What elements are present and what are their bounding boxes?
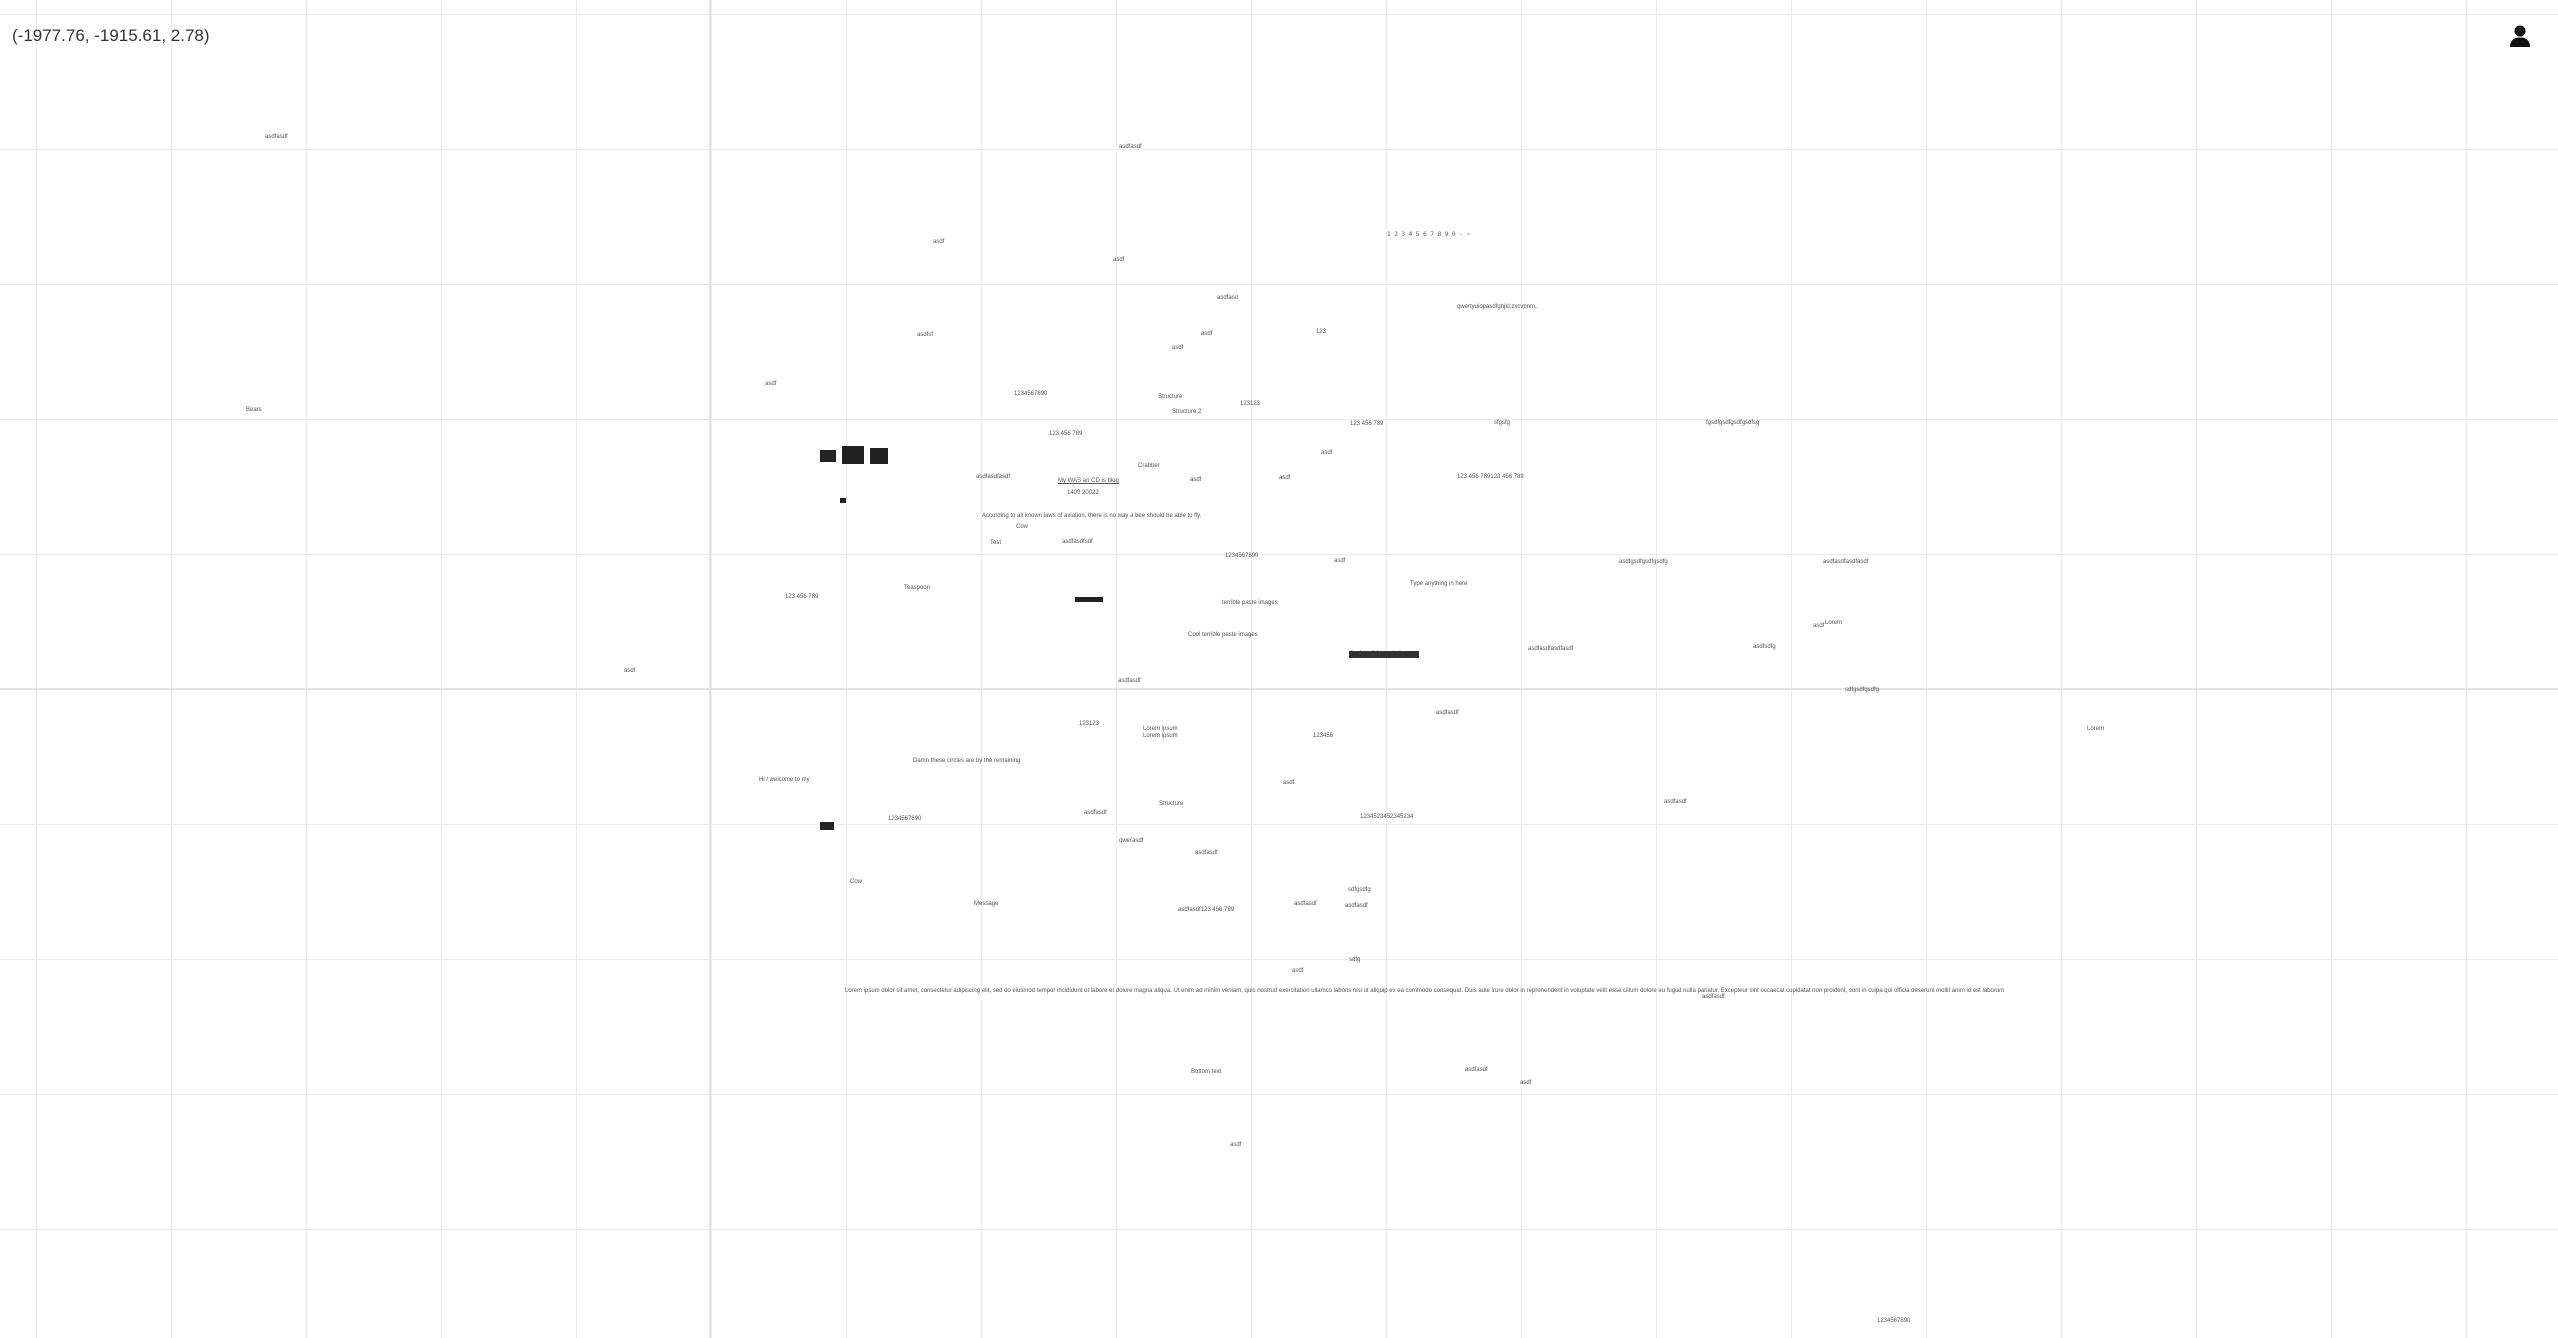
canvas-note[interactable]: asdf	[1813, 623, 1825, 629]
canvas-note[interactable]: asdf	[624, 668, 636, 674]
vertical-axis-line	[709, 0, 711, 1338]
canvas-note[interactable]: Cool terrible paste images	[1188, 632, 1258, 638]
canvas-note[interactable]: Message	[974, 901, 999, 907]
canvas-note[interactable]: asdfasdf	[1195, 850, 1218, 856]
canvas-note[interactable]: asdfasdf	[1084, 810, 1107, 816]
canvas-note[interactable]: asdf	[1113, 257, 1125, 263]
canvas-note[interactable]: 123 456 789123 456 789	[1457, 474, 1524, 480]
canvas-note[interactable]: asdf	[1190, 477, 1202, 483]
canvas-note[interactable]: asdfasdf	[1119, 144, 1142, 150]
canvas-note[interactable]: Hi / welcome to my	[759, 777, 810, 783]
canvas-note[interactable]: asdf	[1230, 1142, 1242, 1148]
canvas-note[interactable]: Lorem	[2087, 726, 2105, 732]
canvas-note[interactable]: asdfasd	[1217, 295, 1239, 301]
canvas-note[interactable]: Bears	[246, 407, 262, 413]
canvas-note[interactable]: 1234567890	[1225, 553, 1259, 559]
canvas-note[interactable]: qwertyuiopasdfghjkl;zxcvbnm,.	[1457, 304, 1539, 310]
pasted-image[interactable]	[842, 446, 864, 464]
user-icon[interactable]	[2506, 22, 2534, 50]
canvas-note[interactable]: 123123	[1079, 721, 1100, 727]
canvas-note[interactable]: Damn these circles are by the remaining	[913, 758, 1021, 764]
canvas-note[interactable]: Cow	[850, 879, 863, 885]
canvas-note[interactable]: Lorem ipsum	[1143, 726, 1178, 732]
canvas-note[interactable]: asdfasdf	[1702, 994, 1725, 1000]
canvas-note[interactable]: Teaspoon	[904, 585, 931, 591]
pasted-image[interactable]	[1075, 597, 1103, 602]
canvas-note[interactable]: asdfasdfasdf	[976, 474, 1011, 480]
canvas-note[interactable]: asdf	[1292, 968, 1304, 974]
canvas-note[interactable]: qwerasdf	[1119, 838, 1144, 844]
canvas-note[interactable]: Cool terrible paste images	[1349, 651, 1419, 658]
horizontal-axis-line	[0, 688, 2558, 690]
canvas-note[interactable]: 123 456 789	[785, 594, 819, 600]
canvas-note[interactable]: asdfasdfasdfasdf	[1823, 559, 1869, 565]
canvas-note[interactable]: Structure	[1159, 801, 1184, 807]
canvas-note[interactable]: Bottom text	[1191, 1069, 1222, 1075]
canvas-note[interactable]: According to all known laws of aviation,…	[982, 513, 1202, 519]
pasted-image[interactable]	[820, 822, 834, 830]
canvas-note[interactable]: asdf	[933, 239, 945, 245]
canvas-note[interactable]: asdfasdf	[1345, 903, 1368, 909]
canvas-note[interactable]: asdfasdf	[1664, 799, 1687, 805]
canvas-note[interactable]: asdfasdf	[265, 134, 288, 140]
canvas-note[interactable]: asdfasdf	[1118, 678, 1141, 684]
canvas-note[interactable]: Structure	[1158, 394, 1183, 400]
canvas-note[interactable]: asdf	[1283, 780, 1295, 786]
canvas-note[interactable]: 123 456 789	[1350, 421, 1384, 427]
pasted-image[interactable]	[840, 498, 846, 503]
canvas-note[interactable]: asdfgsdfgsdfgsdfg	[1619, 559, 1668, 565]
canvas-note[interactable]: Lorem ipsum dolor sit amet, consectetur …	[845, 988, 2005, 994]
canvas-note[interactable]: 1234567890	[1014, 391, 1048, 397]
canvas-note[interactable]: Structure 2	[1172, 409, 1202, 415]
canvas-note[interactable]: sdfgsdfgsdfg	[1845, 687, 1880, 693]
canvas-note[interactable]: Lorem	[1825, 620, 1843, 626]
canvas-note[interactable]: asdfsf	[917, 332, 934, 338]
canvas-note[interactable]: 1234523452345234	[1360, 814, 1414, 820]
coordinate-readout: (-1977.76, -1915.61, 2.78)	[12, 26, 210, 45]
pasted-image[interactable]	[870, 448, 888, 464]
canvas-note[interactable]: Test	[990, 540, 1002, 546]
canvas-note[interactable]: asdf	[1279, 475, 1291, 481]
canvas-note[interactable]: Crabber	[1138, 463, 1160, 469]
canvas-note[interactable]: 1234567890	[888, 816, 922, 822]
canvas-note[interactable]: asdfasdf	[1465, 1067, 1488, 1073]
canvas-note[interactable]: 123	[1316, 329, 1327, 335]
canvas-note[interactable]: asdf	[765, 381, 777, 387]
canvas-note[interactable]: asdfasdf	[1294, 901, 1317, 907]
canvas-note[interactable]: fgsdfgsdfgsdfgsdfsg	[1706, 420, 1760, 426]
canvas-note[interactable]: asdfasdf	[1436, 710, 1459, 716]
canvas-note[interactable]: 1 2 3 4 5 6 7 8 9 0 - ~	[1387, 231, 1471, 238]
canvas-note[interactable]: asdf	[1334, 558, 1346, 564]
canvas-note[interactable]: asdf	[1201, 331, 1213, 337]
canvas-note[interactable]: Cow	[1016, 524, 1029, 530]
canvas-note[interactable]: Lorem ipsum	[1143, 733, 1178, 739]
canvas-note[interactable]: asdfasdf123 456 789	[1178, 907, 1235, 913]
canvas-note[interactable]: 1400 20022	[1067, 490, 1099, 496]
canvas-note[interactable]: asdfasdfasdfasdf	[1528, 646, 1574, 652]
canvas-note[interactable]: terrible paste images	[1222, 600, 1278, 606]
canvas-note[interactable]: asdf	[1321, 450, 1333, 456]
canvas-note[interactable]: 123456	[1313, 733, 1334, 739]
canvas-note[interactable]: My WAS an CD is blog	[1058, 478, 1119, 484]
canvas-note[interactable]: asdf	[1520, 1080, 1532, 1086]
canvas-note[interactable]: sdfgsdfg	[1348, 887, 1371, 893]
canvas-note[interactable]: sdfg	[1349, 957, 1361, 963]
canvas-note[interactable]: Type anything in here	[1410, 581, 1468, 587]
canvas-note[interactable]: asdfsdfg	[1753, 644, 1776, 650]
canvas-note[interactable]: asdfasdfsdf	[1062, 539, 1093, 545]
canvas-note[interactable]: 123 456 789	[1049, 431, 1083, 437]
canvas-note[interactable]: 123123	[1240, 401, 1261, 407]
canvas-note[interactable]: sfgsfg	[1494, 420, 1511, 426]
canvas-note[interactable]: asdf	[1172, 345, 1184, 351]
canvas-note[interactable]: 1234567890	[1877, 1318, 1911, 1324]
pasted-image[interactable]	[820, 450, 836, 462]
